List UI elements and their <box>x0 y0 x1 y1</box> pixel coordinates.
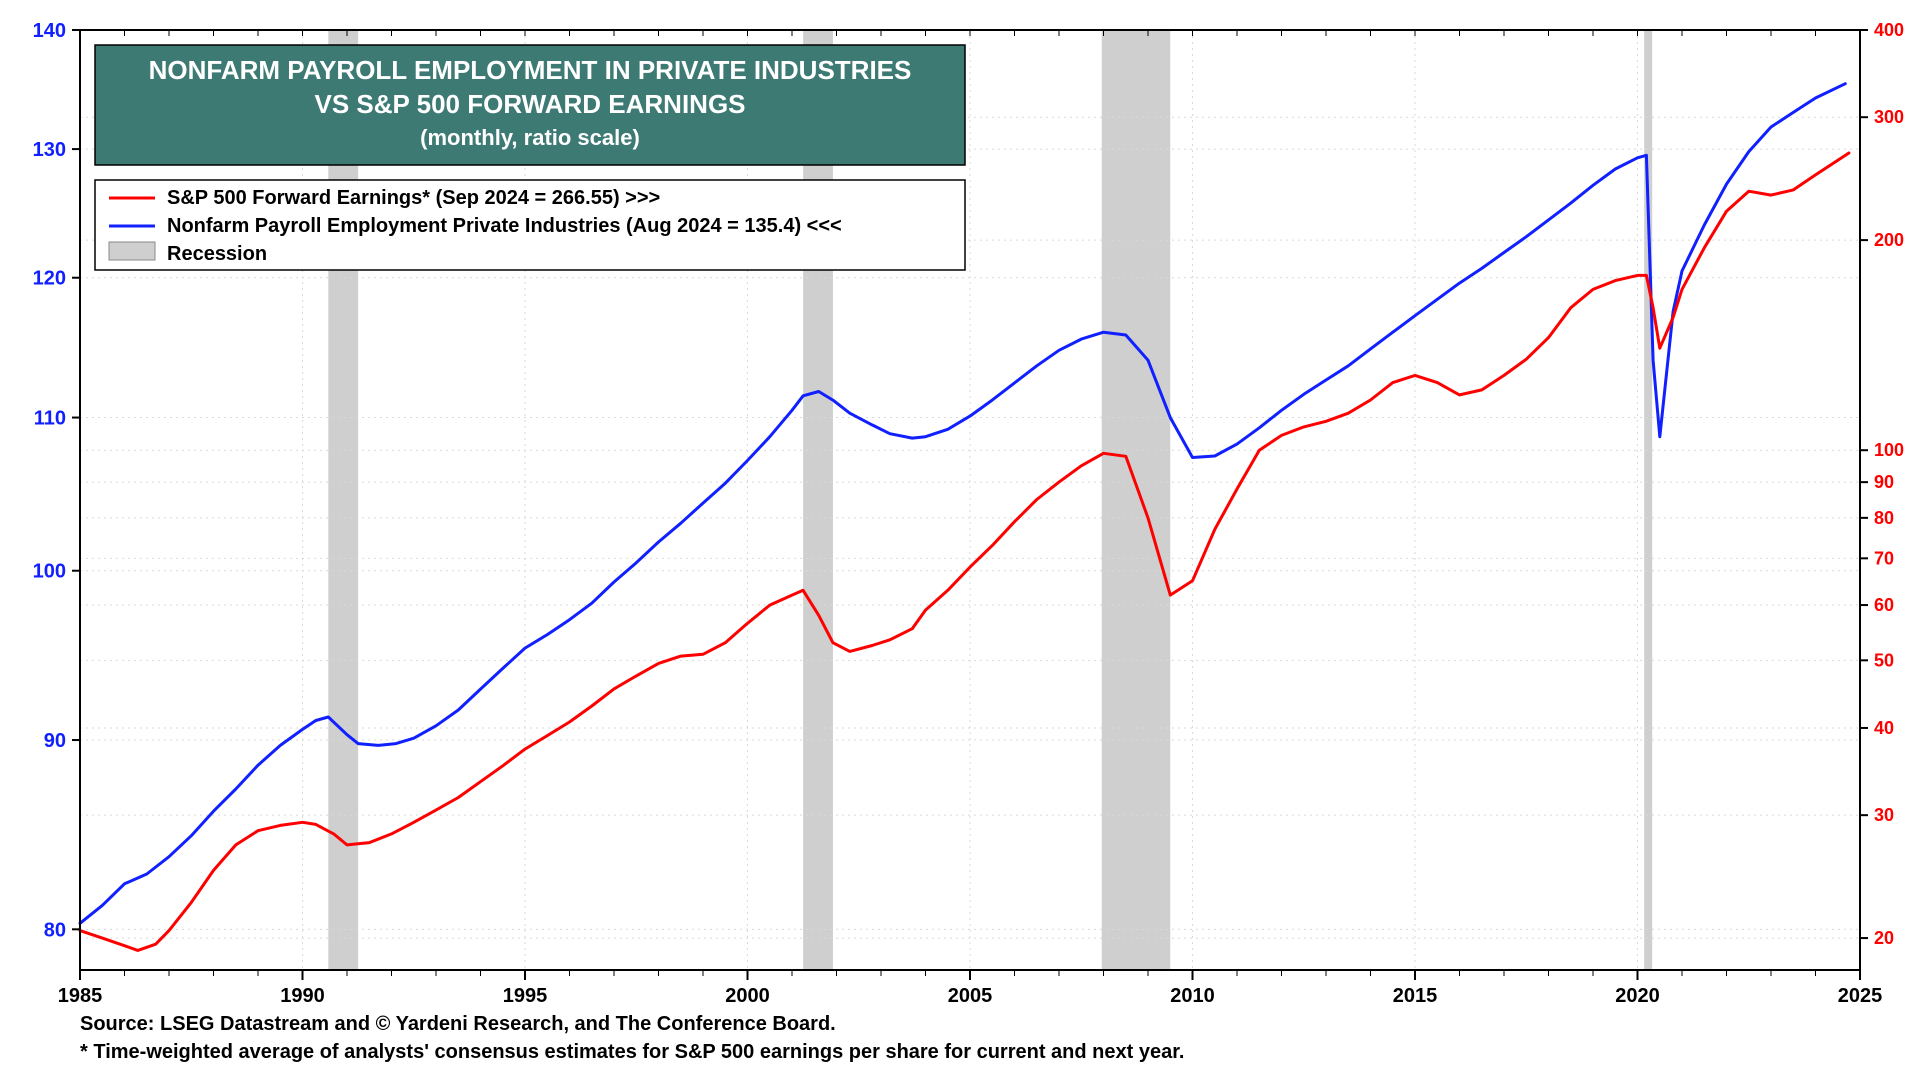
y-right-tick-label: 200 <box>1874 230 1904 250</box>
y-right-tick-label: 400 <box>1874 20 1904 40</box>
x-tick-label: 2025 <box>1838 985 1883 1007</box>
x-tick-label: 2015 <box>1393 985 1438 1007</box>
chart-title-line: NONFARM PAYROLL EMPLOYMENT IN PRIVATE IN… <box>149 55 912 85</box>
y-right-tick-label: 80 <box>1874 508 1894 528</box>
footnote-note: * Time-weighted average of analysts' con… <box>80 1041 1184 1063</box>
y-right-tick-label: 20 <box>1874 928 1894 948</box>
x-tick-label: 2010 <box>1170 985 1215 1007</box>
y-left-tick-label: 140 <box>33 20 66 42</box>
y-left-tick-label: 100 <box>33 561 66 583</box>
y-left-tick-label: 130 <box>33 139 66 161</box>
y-right-tick-label: 70 <box>1874 548 1894 568</box>
legend-label: S&P 500 Forward Earnings* (Sep 2024 = 26… <box>167 187 660 209</box>
x-tick-label: 1995 <box>503 985 548 1007</box>
chart-title-line: VS S&P 500 FORWARD EARNINGS <box>314 89 745 119</box>
legend-swatch-box <box>109 242 155 260</box>
chart-title-line: (monthly, ratio scale) <box>420 125 640 150</box>
x-tick-label: 1985 <box>58 985 103 1007</box>
y-right-tick-label: 90 <box>1874 472 1894 492</box>
footnote-source: Source: LSEG Datastream and © Yardeni Re… <box>80 1013 836 1035</box>
recession-band <box>328 30 358 970</box>
y-right-tick-label: 60 <box>1874 595 1894 615</box>
y-right-tick-label: 300 <box>1874 107 1904 127</box>
y-right-tick-label: 100 <box>1874 440 1904 460</box>
x-tick-label: 2020 <box>1615 985 1660 1007</box>
x-tick-label: 2005 <box>948 985 993 1007</box>
y-right-tick-label: 50 <box>1874 650 1894 670</box>
x-tick-label: 2000 <box>725 985 770 1007</box>
y-left-tick-label: 80 <box>44 919 66 941</box>
y-right-tick-label: 40 <box>1874 718 1894 738</box>
recession-band <box>803 30 833 970</box>
chart-svg: 1985 1990 1995 2000 2005 2010 2015 2020 2025 80 90… <box>0 0 1920 1080</box>
y-left-tick-label: 110 <box>34 408 66 430</box>
legend-label: Nonfarm Payroll Employment Private Indus… <box>167 215 842 237</box>
legend-label: Recession <box>167 243 267 265</box>
y-left-tick-label: 120 <box>33 268 66 290</box>
y-right-tick-label: 30 <box>1874 805 1894 825</box>
y-left-tick-label: 90 <box>44 730 66 752</box>
chart-container: 1985 1990 1995 2000 2005 2010 2015 2020 2025 80 90… <box>0 0 1920 1080</box>
recession-band <box>1102 30 1171 970</box>
x-tick-label: 1990 <box>280 985 325 1007</box>
